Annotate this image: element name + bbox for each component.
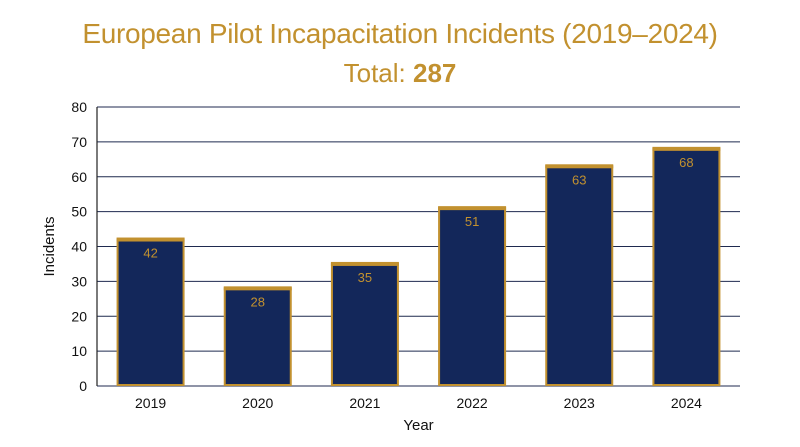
y-tick-label: 80: [71, 99, 87, 115]
x-axis-title: Year: [403, 417, 433, 434]
bar-cap-2024: [652, 146, 721, 151]
x-tick-label: 2021: [349, 395, 380, 411]
bar-cap-2020: [223, 286, 292, 291]
data-label: 42: [143, 246, 157, 261]
bar-2023: [545, 165, 614, 386]
y-tick-label: 70: [71, 134, 87, 150]
bar-2022: [438, 207, 507, 386]
chart-subtitle: Total: 287: [0, 58, 800, 89]
grid-lines: [97, 106, 740, 387]
bar-cap-2023: [545, 164, 614, 169]
data-label: 51: [465, 214, 479, 229]
y-tick-label: 30: [71, 273, 87, 289]
y-tick-label: 0: [79, 378, 87, 394]
x-tick-label: 2020: [242, 395, 273, 411]
x-tick-label: 2024: [671, 395, 702, 411]
y-tick-label: 40: [71, 239, 87, 255]
x-tick-label: 2023: [564, 395, 595, 411]
bars: 42 28 35 51 63 68: [116, 146, 721, 387]
x-tick-label: 2022: [457, 395, 488, 411]
y-tick-label: 60: [71, 169, 87, 185]
y-axis-title: Incidents: [41, 216, 58, 276]
x-tick-label: 2019: [135, 395, 166, 411]
data-label: 28: [251, 294, 265, 309]
bar-cap-2021: [330, 261, 399, 266]
y-tick-label: 50: [71, 204, 87, 220]
data-label: 35: [358, 270, 372, 285]
chart-title: European Pilot Incapacitation Incidents …: [82, 18, 718, 49]
bar-2019: [116, 238, 185, 386]
data-label: 68: [679, 155, 693, 170]
bar-2024: [652, 147, 721, 386]
total-label: Total:: [343, 58, 406, 88]
y-tick-label: 10: [71, 343, 87, 359]
bar-cap-2019: [116, 237, 185, 242]
total-value: 287: [413, 58, 457, 88]
bar-cap-2022: [438, 206, 507, 211]
data-label: 63: [572, 172, 586, 187]
y-tick-label: 20: [71, 308, 87, 324]
axes: 0 10 20 30 40 50 60 70 80 2019 2020 2021 2022 2023 202…: [71, 99, 702, 411]
